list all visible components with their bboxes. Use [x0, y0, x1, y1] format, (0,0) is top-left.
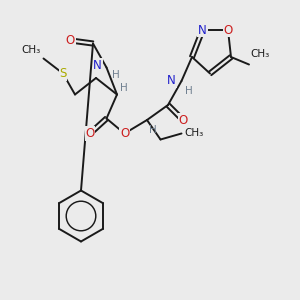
Text: O: O: [120, 127, 129, 140]
Text: O: O: [224, 23, 232, 37]
Text: CH₃: CH₃: [21, 45, 40, 55]
Text: H: H: [185, 86, 193, 96]
Text: H: H: [120, 83, 128, 93]
Text: H: H: [149, 125, 157, 135]
Text: N: N: [167, 74, 176, 88]
Text: H: H: [112, 70, 120, 80]
Text: N: N: [93, 58, 102, 72]
Text: N: N: [198, 23, 207, 37]
Text: O: O: [178, 113, 188, 127]
Text: CH₃: CH₃: [250, 49, 270, 59]
Text: O: O: [85, 127, 94, 140]
Text: S: S: [59, 67, 67, 80]
Text: O: O: [66, 34, 75, 47]
Text: CH₃: CH₃: [184, 128, 203, 139]
